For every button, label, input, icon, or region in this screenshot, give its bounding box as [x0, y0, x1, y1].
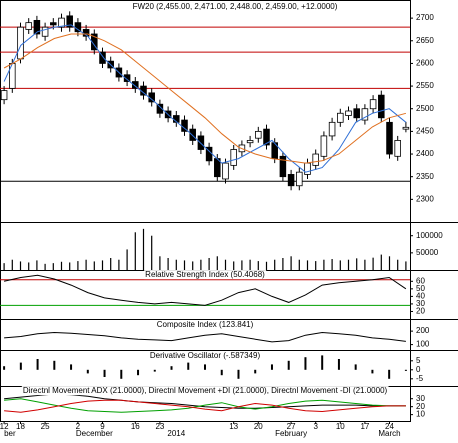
y-tick-label: 2400: [416, 149, 434, 158]
panel-title: Directnl Movement ADX (21.0000), Directn…: [23, 386, 388, 395]
x-tick-label: 24: [385, 422, 394, 431]
candle-body: [41, 26, 49, 37]
y-tick-label: 30: [416, 299, 425, 308]
y-tick-label: 2300: [416, 194, 434, 203]
candle-body: [312, 153, 319, 166]
x-tick-label: 23: [155, 422, 164, 431]
candle-body: [304, 162, 311, 175]
x-tick-label: 17: [360, 422, 369, 431]
y-tick-label: 100000: [416, 231, 443, 240]
y-tick-label: 40: [416, 291, 425, 300]
title-background: [131, 2, 339, 12]
x-tick-label: 2: [76, 422, 81, 431]
series-line: [3, 24, 407, 173]
candle-body: [0, 90, 8, 101]
candle-body: [189, 128, 196, 141]
candle-body: [296, 171, 303, 187]
y-tick-label: 50: [416, 284, 425, 293]
series-line: [3, 33, 407, 164]
candle-body: [255, 130, 262, 139]
x-tick-label: 3: [313, 422, 318, 431]
candle-body: [66, 15, 73, 28]
candle-body: [50, 22, 57, 26]
title-background: [21, 386, 389, 396]
y-tick-label: 20: [416, 402, 425, 411]
candle-body: [287, 174, 295, 187]
x-tick-label: 13: [229, 422, 238, 431]
candle-body: [230, 149, 237, 166]
candle-body: [345, 110, 352, 116]
y-tick-label: 5: [416, 356, 421, 365]
candle-body: [246, 140, 254, 144]
candle-body: [320, 135, 328, 157]
x-tick-label: 10: [336, 422, 345, 431]
y-tick-label: 2450: [416, 126, 434, 135]
x-month-label: 2014: [167, 429, 185, 438]
series-line: [4, 399, 406, 413]
candle-body: [17, 26, 24, 60]
candle-body: [58, 17, 65, 28]
y-tick-label: 0: [416, 365, 421, 374]
panel-title: Relative Strength Index (50.4068): [145, 270, 265, 279]
title-background: [148, 351, 262, 361]
x-tick-label: 25: [41, 422, 50, 431]
candle-body: [337, 112, 344, 123]
candle-body: [99, 51, 106, 64]
x-tick-label: 16: [131, 422, 140, 431]
candle-body: [378, 94, 385, 119]
y-tick-label: 2550: [416, 81, 434, 90]
x-tick-label: 18: [16, 422, 25, 431]
candle-body: [263, 128, 270, 146]
y-tick-label: 20: [416, 307, 425, 316]
series-line: [4, 331, 406, 343]
x-tick-label: 9: [100, 422, 105, 431]
series-line: [4, 398, 406, 413]
y-tick-label: 200: [416, 326, 430, 335]
candle-body: [33, 19, 41, 35]
y-tick-label: 60: [416, 276, 425, 285]
candle-body: [25, 22, 32, 30]
y-tick-label: 100: [416, 340, 430, 349]
x-month-label: March: [378, 429, 400, 438]
panel-title: FW20 (2,455.00, 2,471.00, 2,448.00, 2,45…: [133, 2, 338, 11]
y-tick-label: 2350: [416, 172, 434, 181]
candle-body: [402, 126, 410, 130]
x-month-label: ber: [4, 429, 16, 438]
candle-body: [328, 121, 336, 137]
candle-body: [369, 99, 377, 110]
series-line: [3, 274, 407, 306]
title-background: [155, 320, 255, 330]
candle-body: [353, 108, 360, 119]
y-tick-label: 2500: [416, 104, 434, 113]
y-tick-label: 50000: [416, 248, 439, 257]
y-tick-label: -5: [416, 374, 424, 383]
y-tick-label: 2650: [416, 36, 434, 45]
panel-title: Composite Index (123.841): [157, 320, 254, 329]
panel-title: Derivative Oscillator (-.587349): [150, 351, 261, 360]
y-tick-label: 10: [416, 410, 425, 419]
candle-body: [279, 155, 287, 178]
candle-body: [123, 74, 131, 82]
candle-body: [156, 103, 164, 114]
candle-body: [386, 121, 393, 155]
y-tick-label: 30: [416, 394, 425, 403]
x-tick-label: 20: [254, 422, 263, 431]
x-tick-label: 12: [0, 422, 9, 431]
candle-body: [394, 140, 401, 157]
y-tick-label: 2700: [416, 13, 434, 22]
x-tick-label: 27: [287, 422, 296, 431]
x-month-label: February: [275, 429, 307, 438]
x-month-label: December: [76, 429, 113, 438]
candle-body: [132, 81, 139, 89]
candle-body: [361, 108, 369, 121]
candle-body: [222, 162, 229, 180]
title-background: [144, 270, 267, 280]
y-tick-label: 2600: [416, 59, 434, 68]
